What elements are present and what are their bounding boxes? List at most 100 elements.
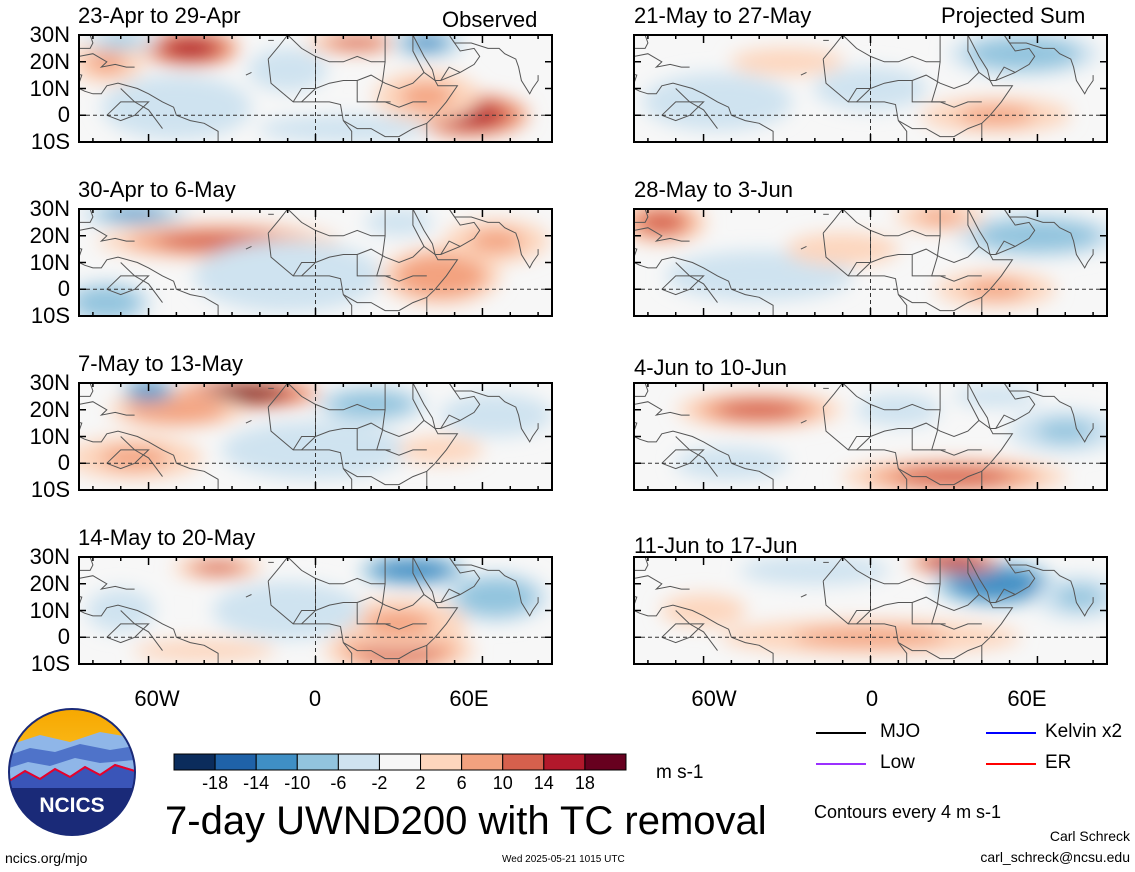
panel-L-1 (78, 34, 553, 143)
anomaly-blob-8 (156, 643, 253, 659)
tick-marks (79, 34, 552, 143)
anomaly-blob-1 (165, 39, 216, 58)
anomaly-blob-6 (249, 595, 327, 626)
coastlines (79, 209, 539, 316)
tick-marks (634, 208, 1107, 317)
panel-L-4 (78, 556, 553, 665)
y-tick-label: 30N (29, 544, 70, 569)
y-tick-label: 10N (29, 75, 70, 101)
anomaly-blob-5 (467, 404, 526, 427)
coastlines (79, 383, 539, 490)
tick-marks (79, 556, 552, 665)
anomaly-blob-3 (1056, 586, 1103, 609)
source-url[interactable]: ncics.org/mjo (5, 850, 88, 866)
coastlines (634, 35, 1094, 142)
y-tick-label: 10S (30, 129, 70, 154)
anomaly-blob-5 (83, 291, 130, 314)
colorbar-swatch-10 (543, 753, 586, 771)
anomaly-blob-2 (957, 106, 1035, 125)
anomaly-blob-8 (411, 440, 470, 460)
anomaly-blob-1 (207, 386, 285, 402)
anomaly-blob-1 (638, 211, 685, 234)
y-tick-label: 10S (30, 303, 70, 328)
y-tick-label: 0 (57, 102, 70, 128)
x-tick-left-60w: 60W (134, 686, 180, 711)
y-tick-label: 10N (29, 249, 70, 275)
panel-title-left-4: 14-May to 20-May (78, 525, 256, 550)
y-tick-label: 10S (30, 477, 70, 502)
colorbar-swatch-11 (584, 753, 627, 771)
anomaly-blob-1 (964, 572, 1027, 595)
colorbar-tick-label: -14 (243, 773, 270, 793)
panel-title-right-2: 28-May to 3-Jun (634, 177, 793, 202)
y-tick-label: 20N (29, 396, 70, 422)
panel-title-left-3: 7-May to 13-May (78, 351, 244, 376)
colorbar-units: m s-1 (656, 762, 704, 783)
projected-sum-label: Projected Sum (941, 3, 1086, 28)
panel-L-2 (78, 208, 553, 317)
y-tick-label: 10N (29, 597, 70, 623)
x-tick-right-60w: 60W (691, 686, 737, 711)
anomaly-blob-4 (469, 230, 524, 253)
legend-label-low: Low (880, 752, 915, 773)
tick-marks (79, 208, 552, 317)
colorbar (173, 753, 627, 771)
colorbar-swatch-1 (173, 753, 216, 771)
anomaly-blob-9 (260, 55, 315, 85)
colorbar-tick-label: 6 (456, 773, 467, 793)
x-tick-left-0: 0 (308, 686, 322, 711)
anomaly-blob-3 (330, 37, 385, 49)
anomaly-blob-1 (195, 562, 242, 574)
coastlines (634, 383, 1094, 490)
legend-line-kelvin (986, 732, 1036, 734)
anomaly-blob-6 (804, 238, 882, 261)
legend-label-mjo: MJO (880, 721, 921, 742)
anomaly-blob-2 (141, 400, 211, 419)
y-tick-label: 20N (29, 48, 70, 74)
panel-R-2 (633, 208, 1108, 317)
colorbar-tick-label: 2 (415, 773, 426, 793)
anomaly-blob-2 (995, 224, 1080, 247)
anomaly-blob-4 (748, 52, 826, 71)
y-tick-label: 0 (57, 624, 70, 650)
colorbar-tick-label: -2 (371, 773, 388, 793)
y-tick-label: 0 (57, 276, 70, 302)
colorbar-tick-label: 14 (533, 773, 554, 793)
tick-marks (634, 382, 1107, 491)
legend-label-kelvin: Kelvin x2 (1045, 721, 1123, 742)
anomaly-blob-7 (375, 213, 423, 232)
coastlines (634, 557, 1094, 664)
logo-text: NCICS (39, 794, 104, 817)
legend-line-er (986, 763, 1036, 765)
coastlines (79, 35, 539, 142)
y-tick-label: 30N (29, 196, 70, 221)
colorbar-swatch-7 (420, 753, 463, 771)
anomaly-blob-3 (1036, 420, 1095, 443)
y-tick-label: 10N (29, 423, 70, 449)
colorbar-swatch-9 (502, 753, 545, 771)
anomaly-blob-2 (105, 209, 164, 220)
colorbar-swatch-6 (378, 753, 422, 771)
anomaly-blob-3 (964, 280, 1027, 299)
colorbar-swatch-3 (255, 753, 298, 771)
panel-title-right-4: 11-Jun to 17-Jun (634, 533, 798, 558)
anomaly-blob-3 (135, 385, 162, 397)
x-tick-left-60e: 60E (449, 686, 489, 711)
colorbar-swatch-8 (461, 753, 504, 771)
contour-note: Contours every 4 m s-1 (814, 802, 1002, 822)
observed-label: Observed (442, 7, 538, 32)
panel-title-left-1: 23-Apr to 29-Apr (78, 3, 241, 28)
colorbar-swatch-4 (296, 753, 339, 771)
y-tick-label: 20N (29, 222, 70, 248)
panel-title-right-1: 21-May to 27-May (634, 3, 812, 28)
panel-L-3 (78, 382, 553, 491)
anomaly-blob-4 (342, 395, 400, 414)
coastlines (634, 209, 1094, 316)
legend-label-er: ER (1045, 752, 1072, 773)
author-name: Carl Schreck (1049, 828, 1130, 844)
panel-R-3 (633, 382, 1108, 491)
y-tick-label: 10S (30, 651, 70, 676)
colorbar-tick-label: -18 (202, 773, 229, 793)
tick-marks (634, 34, 1107, 143)
